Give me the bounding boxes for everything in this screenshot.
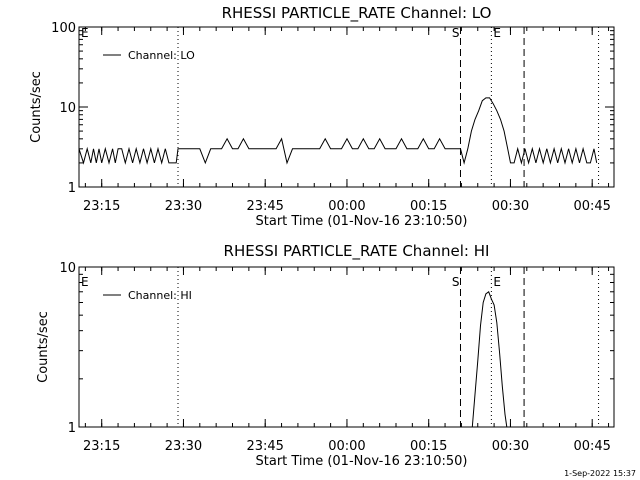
chart-title: RHESSI PARTICLE_RATE Channel: LO bbox=[222, 4, 492, 23]
y-tick-label: 10 bbox=[59, 261, 76, 276]
x-tick-label: 00:15 bbox=[410, 439, 447, 454]
chart-title: RHESSI PARTICLE_RATE Channel: HI bbox=[224, 242, 490, 261]
x-tick-label: 23:15 bbox=[83, 439, 120, 454]
x-tick-label: 23:30 bbox=[165, 199, 202, 214]
x-axis-label: Start Time (01-Nov-16 23:10:50) bbox=[256, 214, 468, 229]
event-marker-label: S bbox=[452, 275, 460, 289]
y-tick-label: 10 bbox=[59, 101, 76, 116]
series-line bbox=[78, 97, 598, 165]
x-tick-label: 23:45 bbox=[246, 199, 283, 214]
y-axis-label: Counts/sec bbox=[36, 311, 51, 383]
x-axis-label: Start Time (01-Nov-16 23:10:50) bbox=[256, 454, 468, 469]
x-tick-label: 00:30 bbox=[492, 439, 529, 454]
legend-entry: Channel: LO bbox=[128, 49, 195, 62]
x-tick-label: 00:45 bbox=[573, 199, 610, 214]
series-line bbox=[471, 291, 508, 428]
y-axis-label: Counts/sec bbox=[29, 71, 44, 143]
event-marker-label: E bbox=[493, 275, 501, 289]
panel-hi: RHESSI PARTICLE_RATE Channel: HI 23:15 23:… bbox=[36, 242, 615, 469]
x-tick-label: 00:45 bbox=[573, 439, 610, 454]
x-tick-label: 00:00 bbox=[328, 199, 365, 214]
x-tick-label: 00:15 bbox=[410, 199, 447, 214]
x-tick-label: 00:30 bbox=[492, 199, 529, 214]
x-tick-label: 23:30 bbox=[165, 439, 202, 454]
x-tick-label: 23:45 bbox=[246, 439, 283, 454]
event-marker-label: E bbox=[493, 26, 501, 40]
event-marker-label: E bbox=[81, 26, 89, 40]
event-marker-label: E bbox=[81, 275, 89, 289]
x-tick-label: 00:00 bbox=[328, 439, 365, 454]
y-tick-label: 100 bbox=[51, 21, 76, 36]
y-tick-label: 1 bbox=[68, 421, 76, 436]
x-tick-label: 23:15 bbox=[83, 199, 120, 214]
panel-lo: RHESSI PARTICLE_RATE Channel: LO 23:15 23:… bbox=[29, 4, 615, 229]
footer-timestamp: 1-Sep-2022 15:37 bbox=[564, 469, 636, 478]
y-tick-label: 1 bbox=[68, 181, 76, 196]
event-marker-label: S bbox=[452, 26, 460, 40]
legend-entry: Channel: HI bbox=[128, 289, 192, 302]
